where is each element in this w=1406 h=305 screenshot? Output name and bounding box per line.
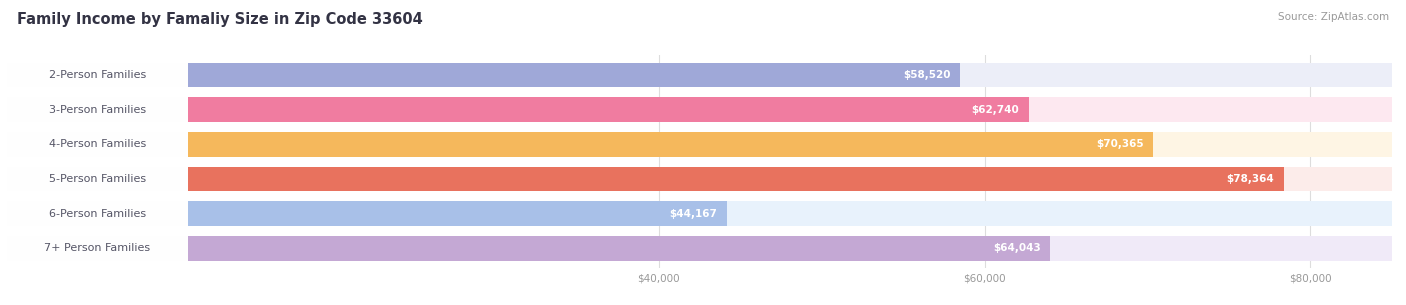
Text: Family Income by Famaliy Size in Zip Code 33604: Family Income by Famaliy Size in Zip Cod… xyxy=(17,12,423,27)
Bar xyxy=(7,167,1284,192)
Text: 7+ Person Families: 7+ Person Families xyxy=(45,243,150,253)
Text: Source: ZipAtlas.com: Source: ZipAtlas.com xyxy=(1278,12,1389,22)
Text: $58,520: $58,520 xyxy=(903,70,950,80)
Bar xyxy=(7,63,1392,88)
FancyBboxPatch shape xyxy=(7,0,188,305)
Text: $44,167: $44,167 xyxy=(669,209,717,219)
Bar xyxy=(7,132,1392,157)
FancyBboxPatch shape xyxy=(7,0,188,305)
Bar xyxy=(7,97,1392,122)
Text: 3-Person Families: 3-Person Families xyxy=(49,105,146,115)
Bar xyxy=(7,63,960,88)
FancyBboxPatch shape xyxy=(7,0,188,305)
Bar xyxy=(7,97,1029,122)
FancyBboxPatch shape xyxy=(7,0,188,305)
Text: $62,740: $62,740 xyxy=(972,105,1019,115)
Text: 2-Person Families: 2-Person Families xyxy=(49,70,146,80)
Bar xyxy=(7,201,1392,226)
Text: $70,365: $70,365 xyxy=(1097,139,1143,149)
Bar xyxy=(7,201,727,226)
Bar xyxy=(7,132,1153,157)
Text: $64,043: $64,043 xyxy=(993,243,1040,253)
Bar xyxy=(7,236,1050,261)
Text: 4-Person Families: 4-Person Families xyxy=(49,139,146,149)
Text: 6-Person Families: 6-Person Families xyxy=(49,209,146,219)
Text: 5-Person Families: 5-Person Families xyxy=(49,174,146,184)
Bar xyxy=(7,167,1392,192)
Bar xyxy=(7,236,1392,261)
Text: $78,364: $78,364 xyxy=(1226,174,1274,184)
FancyBboxPatch shape xyxy=(7,0,188,305)
FancyBboxPatch shape xyxy=(7,0,188,305)
